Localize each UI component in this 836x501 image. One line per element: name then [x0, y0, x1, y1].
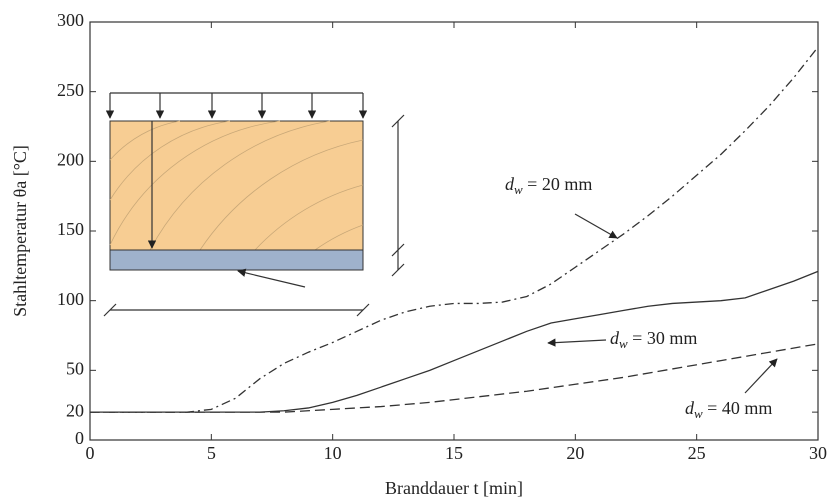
y-tick-label: 200 — [57, 149, 84, 169]
y-tick-label: 0 — [75, 428, 84, 448]
annotation-rest: = 20 mm — [523, 174, 593, 194]
annotation: dw = 30 mm — [610, 328, 697, 351]
y-tick-label: 300 — [57, 10, 84, 30]
wood-grain — [109, 120, 364, 251]
annotation-rest: = 30 mm — [628, 328, 698, 348]
sensor-arrow — [237, 268, 306, 288]
x-tick-label: 5 — [207, 443, 216, 463]
inset — [103, 92, 405, 317]
x-tick-label: 0 — [86, 443, 95, 463]
x-tick-label: 15 — [445, 443, 463, 463]
dim-tick — [391, 263, 405, 277]
steel-plate — [109, 249, 364, 271]
annotation-var: d — [610, 328, 620, 348]
y-tick-label: 50 — [66, 358, 84, 378]
series-line — [90, 270, 819, 413]
x-axis-label: Branddauer t [min] — [385, 478, 523, 498]
series-line — [90, 343, 819, 413]
y-tick-label: 100 — [57, 289, 84, 309]
wood — [109, 120, 364, 251]
annotation-var: d — [505, 174, 515, 194]
annotation-var: d — [685, 398, 695, 418]
x-tick-label: 10 — [324, 443, 342, 463]
y-tick-label: 150 — [57, 219, 84, 239]
series-line — [90, 46, 819, 413]
fire-arrows — [105, 93, 368, 119]
dim-tick — [391, 243, 405, 257]
annotation-sub: w — [619, 336, 628, 351]
annotation-rest: = 40 mm — [703, 398, 773, 418]
dim-tick — [391, 114, 405, 128]
annotation: dw = 40 mm — [685, 398, 772, 421]
annotation-sub: w — [694, 406, 703, 421]
y-axis-label: Stahltemperatur θa [°C] — [10, 145, 30, 317]
annotation-arrows — [547, 213, 778, 394]
x-tick-label: 30 — [809, 443, 827, 463]
dim-tick — [103, 303, 117, 317]
x-tick-label: 20 — [566, 443, 584, 463]
y-tick-label: 20 — [66, 400, 84, 420]
annotation: dw = 20 mm — [505, 174, 592, 197]
dim-tick — [356, 303, 370, 317]
y-tick-label: 250 — [57, 80, 84, 100]
annotation-sub: w — [514, 182, 523, 197]
x-tick-label: 25 — [688, 443, 706, 463]
